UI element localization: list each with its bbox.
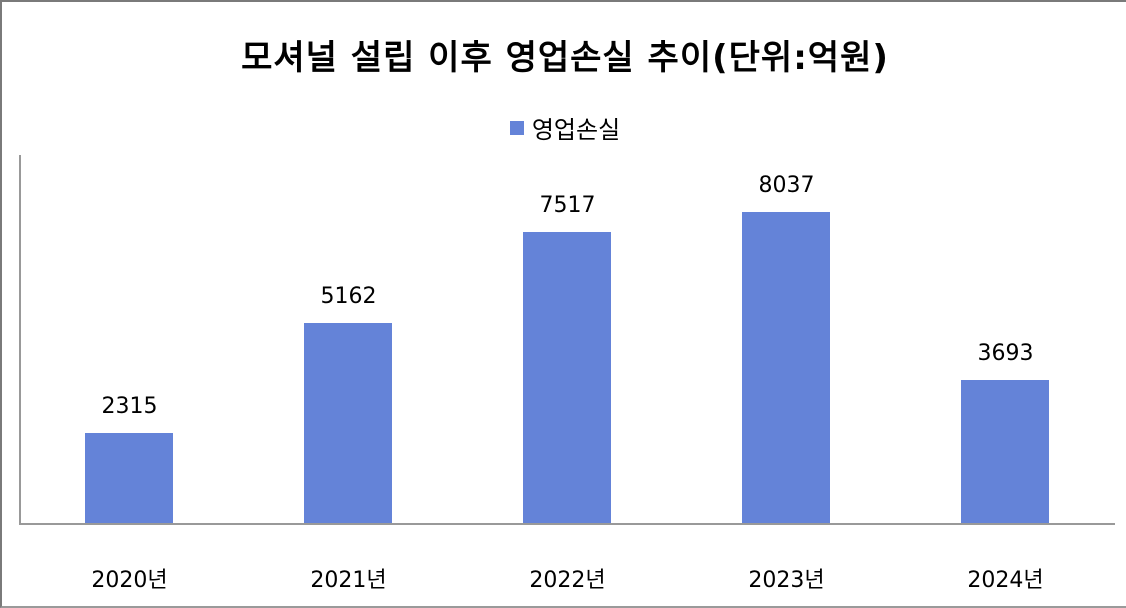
x-tick-label: 2020년: [91, 568, 168, 593]
bar: [523, 232, 611, 523]
chart-title: 모셔널 설립 이후 영업손실 추이(단위:억원): [241, 38, 889, 78]
bar-value-label: 2315: [101, 394, 158, 419]
bar-group: 7517: [458, 155, 677, 523]
plot-area: 2315 5162 7517 8037 3693: [20, 155, 1115, 523]
bar-value-label: 7517: [539, 193, 596, 218]
x-tick-label: 2024년: [967, 568, 1044, 593]
x-tick-label: 2022년: [529, 568, 606, 593]
bar-group: 3693: [896, 155, 1115, 523]
bar: [304, 323, 392, 523]
x-tick-label: 2021년: [310, 568, 387, 593]
bar-value-label: 3693: [977, 341, 1034, 366]
bar-group: 8037: [677, 155, 896, 523]
legend-swatch-icon: [509, 120, 524, 135]
bar-value-label: 5162: [320, 284, 377, 309]
bar: [961, 380, 1049, 523]
bar: [85, 433, 173, 523]
bar-group: 2315: [20, 155, 239, 523]
x-axis-line: [19, 523, 1115, 525]
bar-value-label: 8037: [758, 173, 815, 198]
y-axis-line: [19, 155, 21, 524]
x-tick-label: 2023년: [748, 568, 825, 593]
chart-legend: 영업손실: [2, 110, 1126, 145]
legend-label: 영업손실: [531, 116, 621, 144]
bar: [742, 212, 830, 523]
bar-group: 5162: [239, 155, 458, 523]
